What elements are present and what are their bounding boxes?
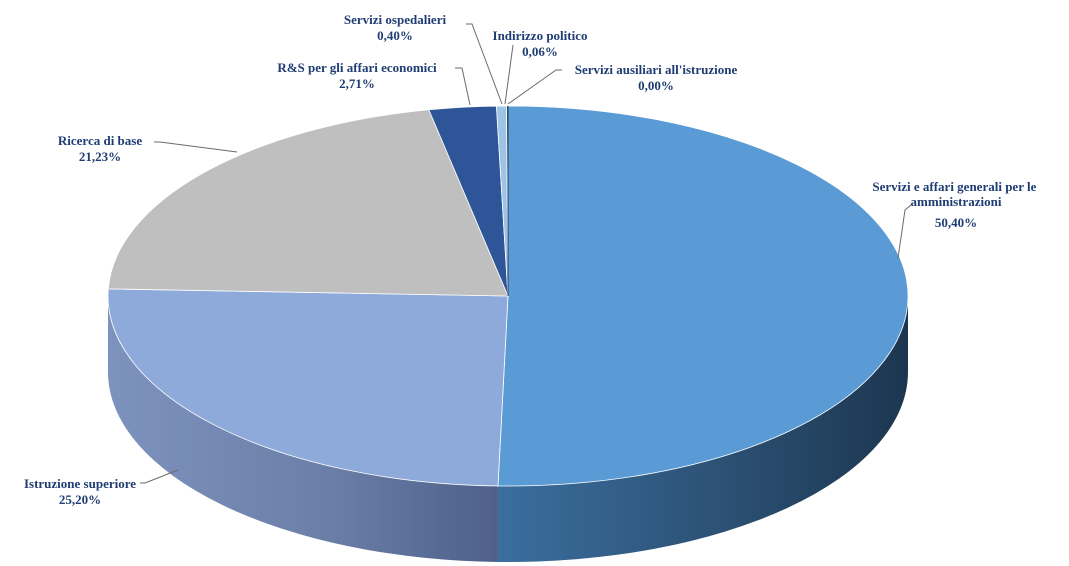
leader-line-5 bbox=[504, 44, 514, 105]
label-value-6: 0,00% bbox=[638, 78, 674, 93]
leader-line-2 bbox=[154, 141, 238, 153]
slice-2 bbox=[107, 109, 509, 297]
slice-1 bbox=[107, 288, 509, 487]
pie-sides bbox=[108, 296, 908, 563]
label-value-0: 50,40% bbox=[935, 215, 977, 230]
leader-line-6 bbox=[507, 69, 562, 105]
label-name-5: Indirizzo politico bbox=[493, 28, 588, 43]
leader-line-4 bbox=[466, 23, 503, 105]
label-name-1: Istruzione superiore bbox=[24, 476, 136, 491]
label-name-2: Ricerca di base bbox=[58, 133, 142, 148]
leader-line-0 bbox=[897, 204, 912, 259]
data-labels: Servizi e affari generali per le amminis… bbox=[24, 12, 1039, 507]
label-value-1: 25,20% bbox=[59, 492, 101, 507]
label-name-6: Servizi ausiliari all'istruzione bbox=[575, 62, 738, 77]
label-value-3: 2,71% bbox=[339, 76, 375, 91]
label-value-4: 0,40% bbox=[377, 28, 413, 43]
leader-line-3 bbox=[455, 67, 471, 106]
leader-line-1 bbox=[140, 469, 179, 484]
leader-lines bbox=[140, 23, 912, 484]
slice-0 bbox=[497, 105, 909, 487]
label-name-4: Servizi ospedalieri bbox=[344, 12, 447, 27]
label-value-2: 21,23% bbox=[79, 149, 121, 164]
label-name-0: Servizi e affari generali per le amminis… bbox=[872, 179, 1039, 209]
label-value-5: 0,06% bbox=[522, 44, 558, 59]
slice-side-1 bbox=[108, 296, 498, 562]
slice-side-0 bbox=[497, 296, 908, 563]
label-name-3: R&S per gli affari economici bbox=[277, 60, 437, 75]
pie-slices bbox=[107, 105, 909, 487]
